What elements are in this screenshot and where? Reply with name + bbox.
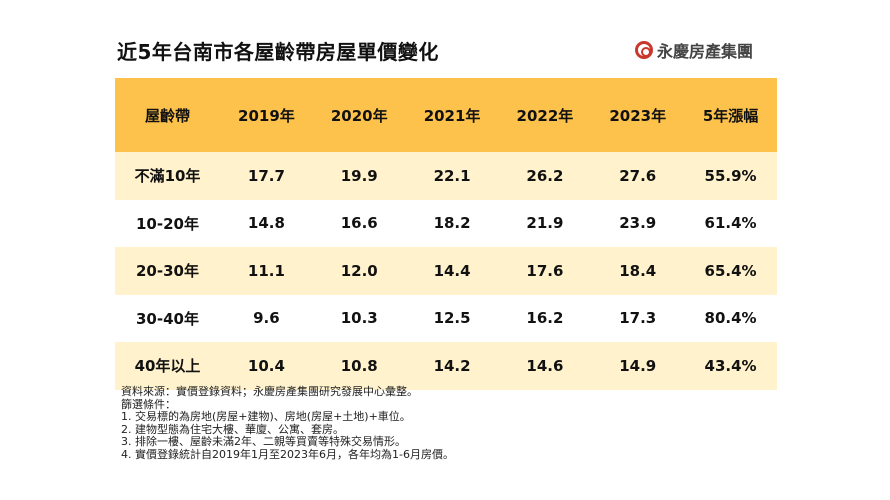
table-cell: 55.9% [684, 152, 777, 200]
footnote-line: 2. 建物型態為住宅大樓、華廈、公寓、套房。 [121, 422, 344, 436]
table-cell: 17.3 [591, 294, 685, 342]
column-header: 5年漲幅 [684, 78, 777, 152]
table-cell: 17.6 [498, 247, 592, 295]
table-cell: 61.4% [684, 199, 777, 247]
row-label: 10-20年 [115, 199, 220, 247]
table-cell: 14.4 [405, 247, 499, 295]
footnote-line: 1. 交易標的為房地(房屋+建物)、房地(房屋+土地)+車位。 [121, 410, 411, 423]
table-cell: 16.2 [498, 294, 592, 342]
table-header: 屋齡帶 2019年 2020年 2021年 2022年 2023年 5年漲幅 [115, 78, 777, 152]
footnotes: 資料來源：實價登錄資料；永慶房產集團研究發展中心彙整。 篩選條件： 1. 交易標的為… [121, 385, 454, 461]
table-cell: 12.0 [312, 247, 406, 295]
column-header: 2021年 [405, 78, 499, 152]
table-cell: 14.8 [220, 199, 313, 247]
page-title: 近5年台南市各屋齡帶房屋單價變化 [117, 40, 439, 64]
row-label: 20-30年 [115, 247, 220, 295]
table-cell: 19.9 [312, 152, 406, 200]
table-cell: 26.2 [498, 152, 592, 200]
table-cell: 10.8 [312, 342, 406, 390]
table-cell: 14.6 [498, 342, 592, 390]
table-cell: 18.4 [591, 247, 685, 295]
table-cell: 80.4% [684, 294, 777, 342]
footnote-line: 4. 實價登錄統計自2019年1月至2023年6月，各年均為1-6月房價。 [121, 447, 454, 461]
table-cell: 10.3 [312, 294, 406, 342]
row-label: 不滿10年 [115, 152, 220, 200]
price-table: 屋齡帶 2019年 2020年 2021年 2022年 2023年 5年漲幅 不滿10年 17… [115, 78, 777, 390]
table-cell: 14.9 [591, 342, 685, 390]
footnote-line: 篩選條件： [121, 397, 176, 411]
table-cell: 22.1 [405, 152, 499, 200]
column-header: 2019年 [220, 78, 313, 152]
table-cell: 18.2 [405, 199, 499, 247]
table-cell: 10.4 [220, 342, 313, 390]
footnote-line: 資料來源：實價登錄資料；永慶房產集團研究發展中心彙整。 [121, 385, 418, 398]
row-label: 30-40年 [115, 294, 220, 342]
table-row: 20-30年 11.1 12.0 14.4 17.6 18.4 65.4% [115, 247, 777, 295]
table-cell: 43.4% [684, 342, 777, 390]
column-header: 2022年 [498, 78, 592, 152]
table-cell: 14.2 [405, 342, 499, 390]
column-header: 屋齡帶 [115, 78, 220, 152]
table-cell: 17.7 [220, 152, 313, 200]
logo-icon [635, 41, 653, 59]
column-header: 2023年 [591, 78, 685, 152]
table-row: 不滿10年 17.7 19.9 22.1 26.2 27.6 55.9% [115, 152, 777, 200]
table-row: 10-20年 14.8 16.6 18.2 21.9 23.9 61.4% [115, 199, 777, 247]
table-cell: 12.5 [405, 294, 499, 342]
row-label: 40年以上 [115, 342, 220, 390]
table-row: 30-40年 9.6 10.3 12.5 16.2 17.3 80.4% [115, 294, 777, 342]
table-cell: 9.6 [220, 294, 313, 342]
table-cell: 16.6 [312, 199, 406, 247]
column-header: 2020年 [312, 78, 406, 152]
brand-logo: 永慶房產集團 [635, 38, 753, 62]
table-cell: 11.1 [220, 247, 313, 295]
table-cell: 27.6 [591, 152, 685, 200]
table-cell: 21.9 [498, 199, 592, 247]
table-cell: 65.4% [684, 247, 777, 295]
logo-text: 永慶房產集團 [657, 42, 754, 61]
table-row: 40年以上 10.4 10.8 14.2 14.6 14.9 43.4% [115, 342, 777, 390]
table-cell: 23.9 [591, 199, 685, 247]
footnote-line: 3. 排除一樓、屋齡未滿2年、二親等買賣等特殊交易情形。 [121, 435, 406, 448]
